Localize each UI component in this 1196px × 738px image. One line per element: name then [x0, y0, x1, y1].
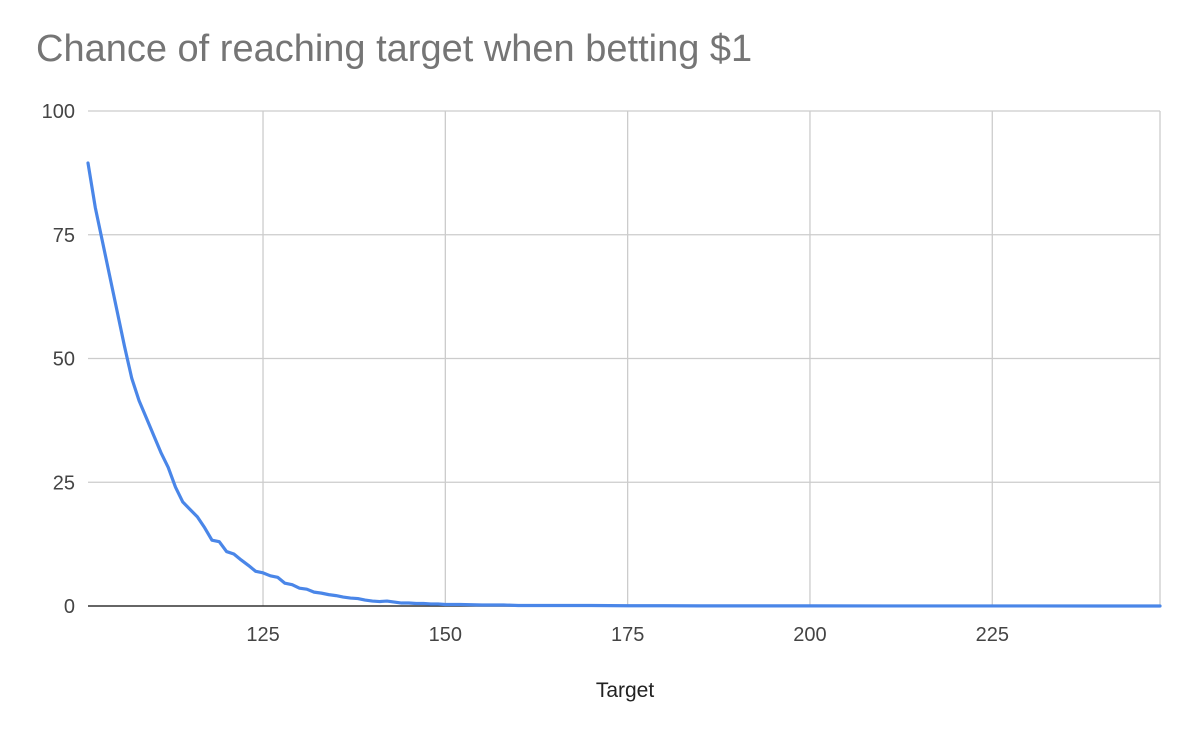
- y-tick-label-75: 75: [53, 225, 75, 247]
- x-axis-title: Target: [596, 679, 655, 702]
- grid-lines: [88, 110, 1161, 606]
- x-tick-label-225: 225: [976, 624, 1009, 646]
- series-line-0: [86, 161, 1162, 608]
- x-tick-label-200: 200: [793, 624, 826, 646]
- y-tick-label-0: 0: [64, 596, 75, 618]
- data-series: [86, 161, 1162, 608]
- y-tick-label-100: 100: [42, 101, 75, 123]
- x-tick-label-150: 150: [429, 624, 462, 646]
- tick-labels: 0 25 50 75 100 125 150 175 200 225: [42, 101, 1009, 646]
- chart-title: Chance of reaching target when betting $…: [36, 28, 753, 70]
- x-tick-label-175: 175: [611, 624, 644, 646]
- x-tick-label-125: 125: [246, 624, 279, 646]
- y-tick-label-50: 50: [53, 349, 75, 371]
- y-tick-label-25: 25: [53, 472, 75, 494]
